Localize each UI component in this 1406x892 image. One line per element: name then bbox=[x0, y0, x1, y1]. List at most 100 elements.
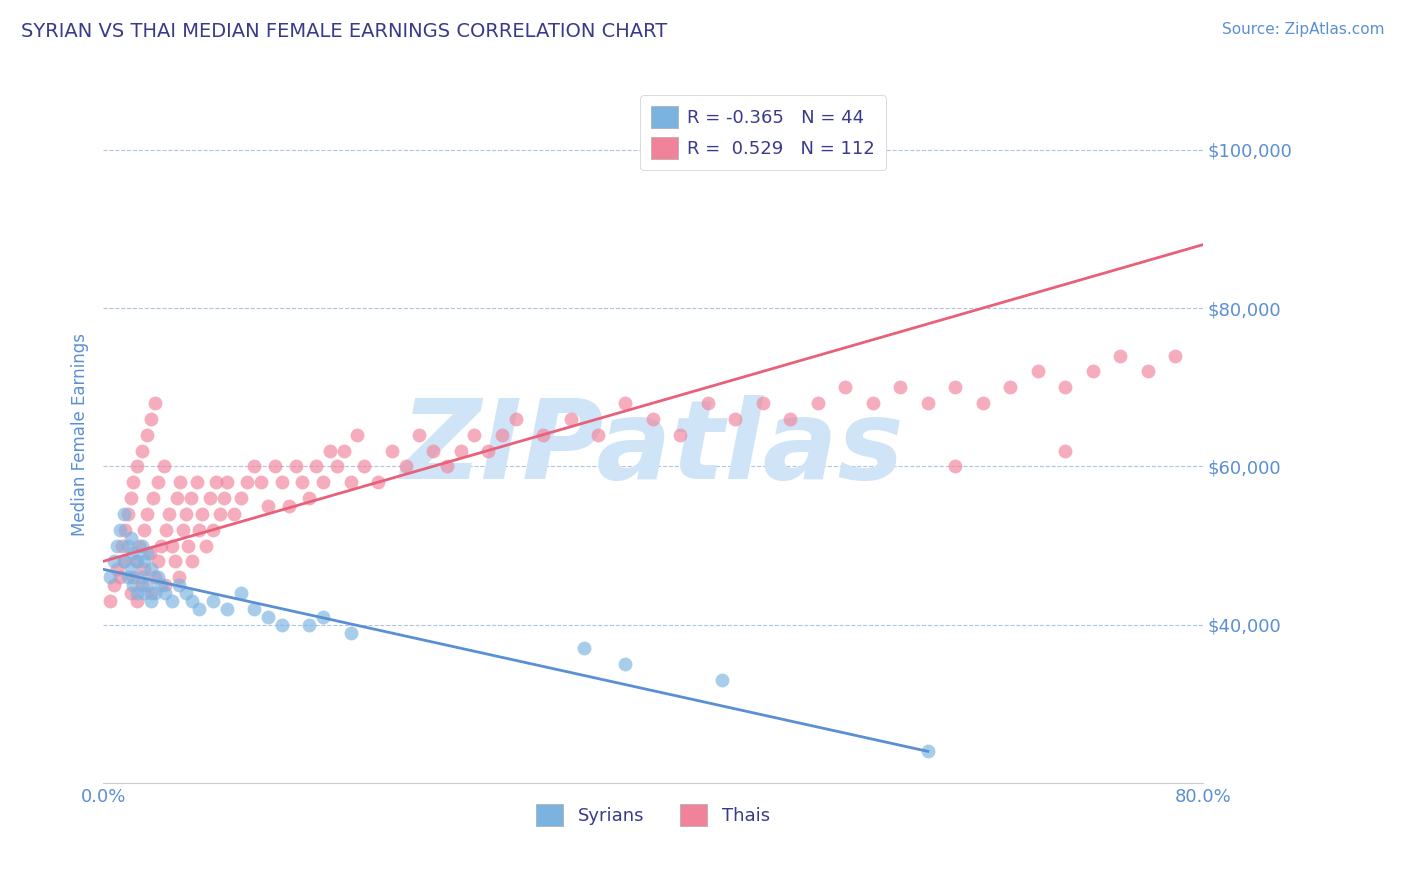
Point bbox=[127, 459, 149, 474]
Point bbox=[945, 380, 967, 394]
Point bbox=[120, 531, 142, 545]
Point bbox=[250, 475, 273, 490]
Point bbox=[697, 396, 720, 410]
Point bbox=[103, 578, 125, 592]
Point bbox=[1054, 443, 1077, 458]
Point bbox=[862, 396, 884, 410]
Point bbox=[1054, 380, 1077, 394]
Point bbox=[215, 602, 238, 616]
Point bbox=[120, 562, 142, 576]
Point bbox=[134, 523, 156, 537]
Point bbox=[145, 570, 167, 584]
Point bbox=[326, 459, 349, 474]
Point bbox=[112, 507, 135, 521]
Point bbox=[131, 570, 153, 584]
Point bbox=[222, 507, 245, 521]
Point bbox=[229, 491, 252, 505]
Point bbox=[157, 507, 180, 521]
Point bbox=[531, 427, 554, 442]
Point bbox=[408, 427, 430, 442]
Point bbox=[122, 570, 145, 584]
Point bbox=[257, 499, 280, 513]
Point bbox=[186, 475, 208, 490]
Point bbox=[215, 475, 238, 490]
Point bbox=[339, 625, 361, 640]
Point bbox=[108, 523, 131, 537]
Point bbox=[1109, 349, 1132, 363]
Point bbox=[141, 586, 163, 600]
Point bbox=[477, 443, 499, 458]
Point bbox=[752, 396, 775, 410]
Point bbox=[270, 617, 292, 632]
Point bbox=[131, 443, 153, 458]
Point bbox=[134, 554, 156, 568]
Point bbox=[128, 539, 150, 553]
Point bbox=[195, 539, 218, 553]
Point bbox=[236, 475, 259, 490]
Point bbox=[136, 427, 159, 442]
Point bbox=[188, 602, 211, 616]
Point bbox=[152, 459, 174, 474]
Point bbox=[160, 539, 183, 553]
Point bbox=[174, 507, 197, 521]
Point bbox=[145, 586, 167, 600]
Point bbox=[1081, 364, 1104, 378]
Point bbox=[394, 459, 416, 474]
Point bbox=[353, 459, 375, 474]
Point bbox=[180, 491, 202, 505]
Point bbox=[641, 412, 664, 426]
Point bbox=[117, 570, 139, 584]
Point bbox=[117, 507, 139, 521]
Point bbox=[105, 539, 128, 553]
Point bbox=[127, 586, 149, 600]
Point bbox=[167, 578, 190, 592]
Point bbox=[312, 475, 335, 490]
Point bbox=[463, 427, 485, 442]
Point bbox=[669, 427, 692, 442]
Point bbox=[111, 539, 134, 553]
Point bbox=[136, 507, 159, 521]
Point bbox=[270, 475, 292, 490]
Point bbox=[450, 443, 472, 458]
Point bbox=[172, 523, 194, 537]
Text: ZIPatlas: ZIPatlas bbox=[401, 395, 905, 502]
Point bbox=[436, 459, 458, 474]
Point bbox=[191, 507, 214, 521]
Point bbox=[332, 443, 354, 458]
Point bbox=[243, 602, 266, 616]
Point bbox=[264, 459, 287, 474]
Point bbox=[505, 412, 527, 426]
Point bbox=[103, 554, 125, 568]
Point bbox=[167, 570, 190, 584]
Text: SYRIAN VS THAI MEDIAN FEMALE EARNINGS CORRELATION CHART: SYRIAN VS THAI MEDIAN FEMALE EARNINGS CO… bbox=[21, 22, 668, 41]
Point bbox=[710, 673, 733, 687]
Point bbox=[134, 586, 156, 600]
Point bbox=[177, 539, 200, 553]
Point bbox=[174, 586, 197, 600]
Point bbox=[305, 459, 328, 474]
Point bbox=[181, 594, 204, 608]
Point bbox=[1026, 364, 1049, 378]
Point bbox=[298, 491, 321, 505]
Point bbox=[139, 546, 162, 560]
Point bbox=[202, 594, 225, 608]
Point bbox=[141, 594, 163, 608]
Point bbox=[112, 554, 135, 568]
Point bbox=[146, 475, 169, 490]
Point bbox=[284, 459, 307, 474]
Point bbox=[212, 491, 235, 505]
Point bbox=[346, 427, 368, 442]
Point bbox=[142, 491, 165, 505]
Point bbox=[166, 491, 188, 505]
Point bbox=[1000, 380, 1022, 394]
Point bbox=[724, 412, 747, 426]
Point bbox=[807, 396, 830, 410]
Point bbox=[834, 380, 856, 394]
Point bbox=[112, 554, 135, 568]
Point bbox=[169, 475, 191, 490]
Point bbox=[146, 570, 169, 584]
Point bbox=[243, 459, 266, 474]
Point bbox=[614, 396, 637, 410]
Point bbox=[298, 617, 321, 632]
Point bbox=[574, 641, 596, 656]
